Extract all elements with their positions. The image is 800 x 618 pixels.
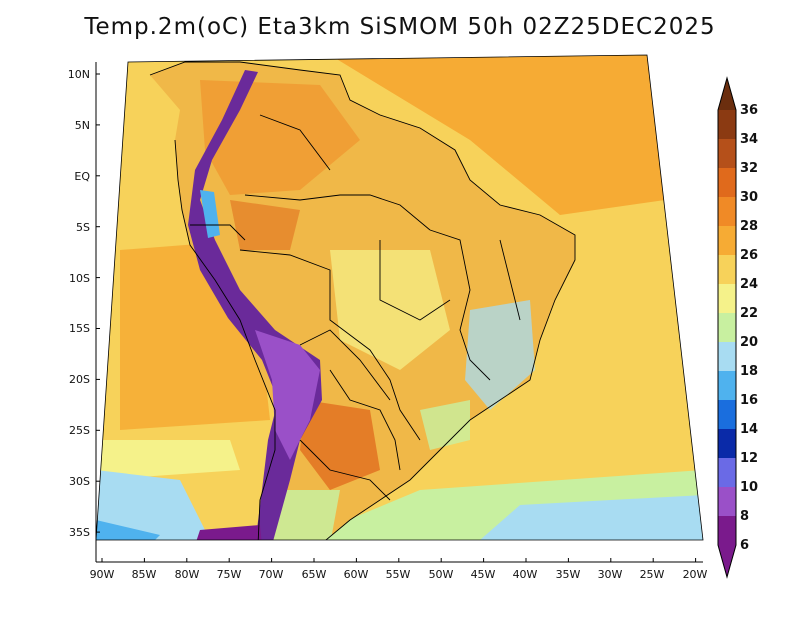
bolivia-border	[299, 329, 391, 401]
colorbar-cell	[718, 371, 736, 401]
colorbar-label: 10	[740, 480, 758, 495]
brazil-states-border-a	[429, 229, 491, 381]
colorbar-label: 22	[740, 306, 758, 321]
colorbar-cell	[718, 516, 736, 546]
lat-label: 5N	[75, 119, 90, 132]
lat-label: EQ	[74, 170, 90, 183]
colorbar-cell	[718, 168, 736, 198]
colorbar-cell	[718, 110, 736, 140]
hot-land-chaco	[300, 400, 380, 490]
lon-label: 55W	[386, 568, 411, 581]
argentina-border	[299, 439, 391, 501]
lon-label: 70W	[259, 568, 284, 581]
lon-label: 85W	[132, 568, 157, 581]
brazil-states-border-c	[499, 239, 521, 321]
colorbar-cell	[718, 226, 736, 256]
brazil-west-border	[239, 249, 421, 441]
colorbar-arrow-bottom	[718, 545, 736, 577]
colorbar-cell	[718, 400, 736, 430]
brazil-north-border	[244, 194, 431, 231]
colorbar-label: 36	[740, 103, 758, 118]
colorbar-cell	[718, 284, 736, 314]
colorbar-cell	[718, 342, 736, 372]
lat-label: 20S	[69, 373, 90, 386]
colorbar-outline	[717, 76, 737, 579]
colorbar-label: 32	[740, 161, 758, 176]
brazil-states-border-b	[379, 240, 451, 321]
atlantic-coastline	[149, 61, 576, 540]
lon-label: 20W	[683, 568, 708, 581]
cool-land-southeast	[420, 400, 470, 450]
colorbar-label: 8	[740, 509, 749, 524]
colorbar-label: 18	[740, 364, 758, 379]
axes-frame	[95, 62, 703, 563]
cool-land-central-brazil	[330, 250, 450, 370]
lon-label: 90W	[90, 568, 115, 581]
colorbar-label: 6	[740, 538, 749, 553]
lon-label: 40W	[513, 568, 538, 581]
cold-ocean-far-southwest	[96, 520, 160, 540]
lon-label: 25W	[640, 568, 665, 581]
colorbar-label: 20	[740, 335, 758, 350]
cold-ocean-southwest	[96, 470, 210, 540]
lon-label: 50W	[429, 568, 454, 581]
colorbar-label: 34	[740, 132, 758, 147]
lon-label: 80W	[175, 568, 200, 581]
andes-highlands-blue	[200, 190, 220, 238]
cool-land-east-brazil	[465, 300, 535, 410]
colorbar-cell	[718, 313, 736, 343]
colorbar-cell	[718, 429, 736, 459]
colorbar-arrow-top	[718, 78, 736, 110]
longitude-ticks	[101, 558, 697, 562]
colorbar-cell	[718, 197, 736, 227]
colorbar-cell	[718, 458, 736, 488]
lon-label: 45W	[471, 568, 496, 581]
paraguay-border	[329, 369, 401, 471]
lon-label: 30W	[598, 568, 623, 581]
lat-label: 5S	[76, 221, 90, 234]
lat-label: 10S	[69, 272, 90, 285]
altiplano-cold	[255, 330, 320, 460]
southern-andes-cold	[195, 525, 262, 540]
temperature-field	[96, 55, 703, 540]
cold-ocean-south-atlantic	[480, 495, 703, 540]
colorbar-label: 24	[740, 277, 758, 292]
country-borders	[149, 61, 576, 540]
colorbar-cell	[718, 487, 736, 517]
warm-land-amazon	[230, 200, 300, 250]
lat-label: 25S	[69, 424, 90, 437]
pacific-coastline	[174, 139, 276, 540]
ecuador-peru-border	[190, 224, 246, 241]
colombia-venezuela-border	[259, 114, 331, 171]
lon-label: 35W	[556, 568, 581, 581]
lon-label: 65W	[302, 568, 327, 581]
domain-outline	[95, 54, 704, 541]
lat-label: 15S	[69, 322, 90, 335]
colorbar-label: 28	[740, 219, 758, 234]
colorbar-cell	[718, 139, 736, 169]
lon-label: 75W	[217, 568, 242, 581]
colorbar-cell	[718, 255, 736, 285]
colorbar-label: 26	[740, 248, 758, 263]
cool-ocean-southwest	[96, 440, 240, 480]
lon-label: 60W	[344, 568, 369, 581]
colorbar-label: 14	[740, 422, 758, 437]
colorbar-label: 16	[740, 393, 758, 408]
colorbar-label: 30	[740, 190, 758, 205]
map-title: Temp.2m(oC) Eta3km SiSMOM 50h 02Z25DEC20…	[84, 14, 716, 40]
lat-label: 35S	[69, 526, 90, 539]
warm-ocean-north	[330, 55, 665, 215]
latitude-ticks	[96, 73, 100, 533]
lat-label: 10N	[68, 68, 90, 81]
colorbar	[717, 76, 737, 579]
lat-label: 30S	[69, 475, 90, 488]
colorbar-label: 12	[740, 451, 758, 466]
